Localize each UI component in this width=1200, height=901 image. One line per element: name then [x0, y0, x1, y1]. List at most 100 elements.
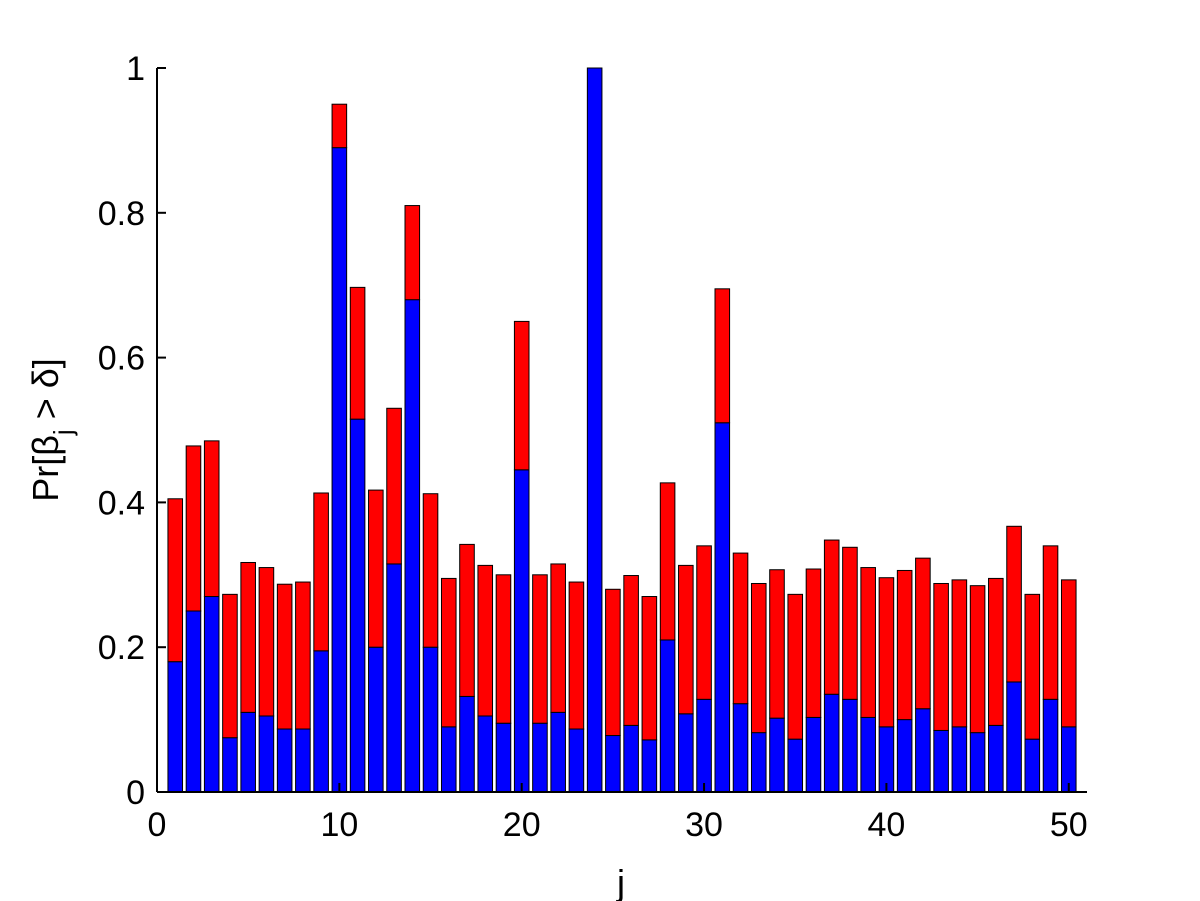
- bar-red-17: [459, 543, 475, 697]
- y-tick-label: 0.4: [98, 484, 145, 522]
- bar-red-31: [714, 288, 731, 424]
- bar-blue-23: [568, 728, 585, 793]
- bar-blue-34: [769, 717, 785, 793]
- bar-red-12: [368, 489, 384, 648]
- bar-red-48: [1024, 593, 1041, 740]
- bar-blue-30: [696, 698, 712, 793]
- bar-red-29: [678, 564, 694, 715]
- bar-red-25: [605, 588, 621, 737]
- bar-blue-41: [896, 719, 913, 793]
- bar-red-26: [623, 575, 639, 726]
- bar-blue-32: [732, 703, 749, 793]
- bar-red-8: [295, 581, 311, 730]
- bar-red-22: [550, 563, 566, 713]
- bar-red-20: [513, 320, 530, 471]
- bar-red-3: [203, 440, 220, 598]
- bar-blue-48: [1024, 738, 1041, 793]
- bar-blue-2: [185, 610, 202, 793]
- bar-blue-9: [313, 650, 329, 793]
- bar-red-50: [1060, 579, 1077, 728]
- bar-blue-17: [459, 695, 475, 793]
- bar-red-5: [240, 561, 256, 713]
- y-tick-label: 0.8: [98, 195, 145, 233]
- bar-blue-39: [860, 716, 876, 793]
- bar-red-44: [951, 579, 968, 728]
- y-tick-label: 1: [126, 50, 145, 88]
- bar-red-15: [422, 493, 439, 648]
- bar-blue-13: [386, 563, 402, 793]
- bar-red-35: [787, 593, 804, 740]
- bar-blue-7: [276, 728, 293, 793]
- bar-blue-4: [222, 737, 238, 793]
- bar-blue-16: [440, 726, 457, 793]
- bar-blue-31: [714, 422, 731, 793]
- y-axis-label-prefix: Pr[β: [25, 435, 66, 502]
- bar-blue-3: [203, 596, 220, 793]
- bar-red-23: [568, 581, 585, 730]
- bar-red-1: [167, 498, 184, 663]
- bar-blue-43: [933, 729, 949, 793]
- bar-red-37: [823, 539, 840, 695]
- bar-red-10: [331, 103, 348, 149]
- bar-red-27: [641, 596, 658, 741]
- bar-red-45: [969, 585, 986, 734]
- bar-blue-22: [550, 711, 566, 793]
- bar-red-32: [732, 552, 749, 705]
- bar-red-16: [440, 577, 457, 728]
- bar-blue-19: [495, 722, 512, 793]
- bar-red-28: [659, 482, 676, 641]
- y-tick-label: 0.2: [98, 629, 145, 667]
- bar-red-38: [842, 546, 858, 700]
- x-tick-label: 50: [1050, 806, 1088, 844]
- x-tick-label: 20: [503, 806, 541, 844]
- bar-blue-5: [240, 711, 256, 793]
- bar-blue-40: [878, 726, 895, 793]
- y-axis-label-suffix: > δ]: [25, 358, 66, 429]
- bar-red-13: [386, 407, 402, 565]
- bar-red-49: [1042, 545, 1059, 700]
- bar-blue-49: [1042, 698, 1059, 793]
- bar-blue-27: [641, 739, 658, 793]
- ticks-group: [156, 67, 1070, 793]
- x-tick-label: 30: [685, 806, 723, 844]
- y-axis-label-subscript: j: [48, 429, 78, 436]
- bar-red-9: [313, 492, 329, 652]
- bar-red-19: [495, 574, 512, 724]
- bar-blue-20: [513, 469, 530, 793]
- tick-labels-group: 00.20.40.60.810 10 20 30 40 50: [98, 50, 1088, 844]
- bar-red-36: [805, 568, 822, 718]
- bar-blue-1: [167, 661, 184, 793]
- bar-blue-10: [331, 147, 348, 793]
- bar-blue-33: [750, 732, 767, 793]
- bar-blue-50: [1060, 726, 1077, 793]
- bar-red-2: [185, 445, 202, 612]
- bar-red-46: [988, 577, 1004, 726]
- y-tick-label: 0.6: [98, 340, 145, 378]
- x-tick-label: 0: [148, 806, 167, 844]
- x-tick-label: 40: [867, 806, 905, 844]
- bar-red-11: [349, 286, 366, 420]
- bar-blue-25: [605, 735, 621, 793]
- bar-blue-28: [659, 639, 676, 793]
- bar-blue-11: [349, 418, 366, 793]
- bar-red-34: [769, 569, 785, 719]
- bar-blue-6: [258, 715, 275, 793]
- x-tick-label: 10: [320, 806, 358, 844]
- bar-red-42: [915, 557, 931, 710]
- bar-blue-18: [477, 715, 494, 793]
- bar-blue-45: [969, 732, 986, 793]
- bar-red-41: [896, 569, 913, 721]
- bar-red-6: [258, 567, 275, 717]
- bar-blue-44: [951, 726, 968, 793]
- bar-blue-29: [678, 713, 694, 793]
- bar-blue-35: [787, 738, 804, 793]
- y-tick-label: 0: [126, 774, 145, 812]
- bar-red-14: [404, 205, 421, 301]
- bar-blue-21: [532, 722, 548, 793]
- bar-red-4: [222, 593, 238, 739]
- bar-red-21: [532, 574, 548, 724]
- bar-red-18: [477, 564, 494, 717]
- bar-blue-24: [586, 67, 603, 793]
- bar-red-47: [1006, 525, 1022, 683]
